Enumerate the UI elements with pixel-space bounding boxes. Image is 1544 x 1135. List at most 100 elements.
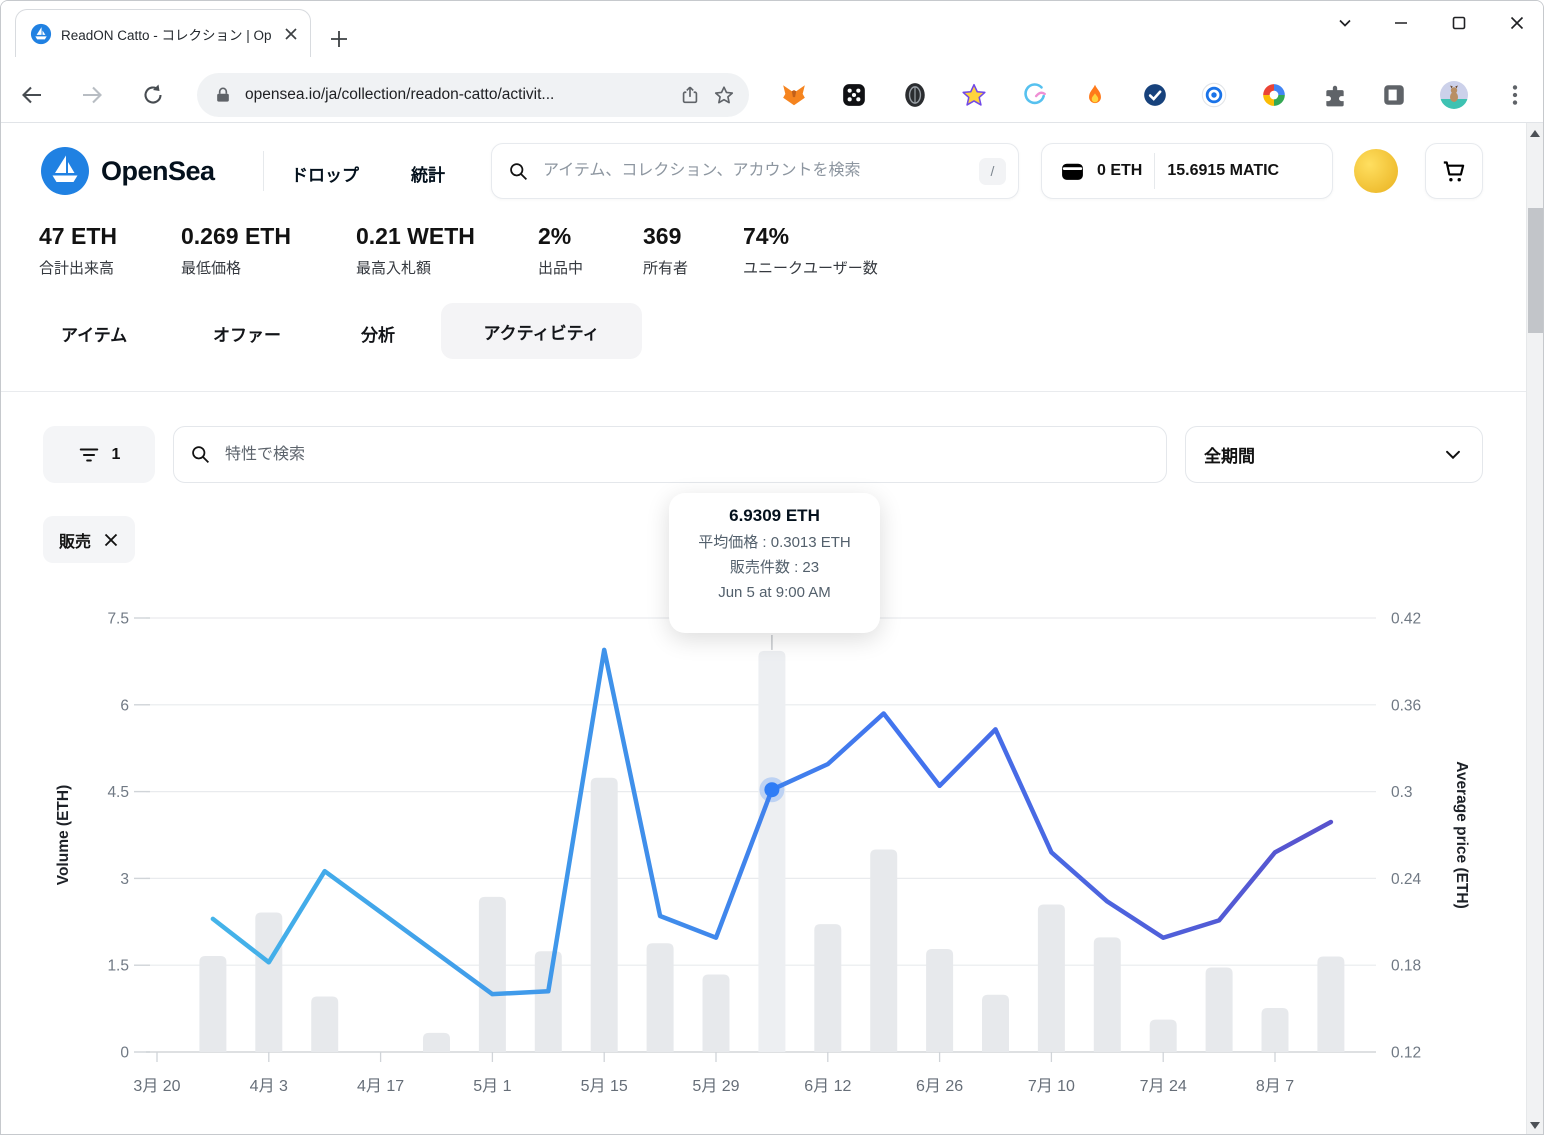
stat-best-offer: 0.21 WETH 最高入札額 <box>356 223 475 277</box>
scrollbar-thumb[interactable] <box>1528 208 1543 333</box>
cart-button[interactable] <box>1425 143 1483 199</box>
extension-check-badge-icon[interactable] <box>1142 82 1168 108</box>
share-icon[interactable] <box>679 84 701 106</box>
account-avatar[interactable] <box>1354 149 1398 193</box>
scrollbar-up-arrow[interactable] <box>1530 130 1540 137</box>
volume-bar[interactable] <box>1317 956 1345 1052</box>
extension-bird-icon[interactable] <box>1022 82 1048 108</box>
nav-stats[interactable]: 統計 <box>411 166 445 185</box>
selected-point-dot[interactable] <box>764 782 780 798</box>
volume-bar[interactable] <box>311 996 339 1052</box>
url-bar[interactable]: opensea.io/ja/collection/readon-catto/ac… <box>197 73 749 117</box>
search-icon <box>510 162 527 180</box>
reload-icon[interactable] <box>140 82 166 108</box>
filter-button[interactable]: 1 <box>43 426 155 483</box>
extension-dark-badge-icon[interactable] <box>902 82 928 108</box>
url-text: opensea.io/ja/collection/readon-catto/ac… <box>245 86 555 103</box>
svg-text:4.5: 4.5 <box>107 784 129 801</box>
tab-search-chevron-icon[interactable] <box>1335 13 1355 33</box>
svg-text:3月 20: 3月 20 <box>133 1078 180 1095</box>
wallet-divider <box>1154 153 1156 189</box>
volume-bar[interactable] <box>423 1032 450 1052</box>
nav-drops[interactable]: ドロップ <box>291 166 359 185</box>
svg-text:5月 1: 5月 1 <box>473 1078 511 1095</box>
svg-text:5月 15: 5月 15 <box>581 1078 628 1095</box>
volume-bar[interactable] <box>199 955 227 1052</box>
right-axis-title: Average price (ETH) <box>1453 761 1470 909</box>
tooltip-sales-count: 販売件数 : 23 <box>729 559 820 576</box>
svg-text:8月 7: 8月 7 <box>1256 1078 1294 1095</box>
volume-bar[interactable] <box>1037 904 1065 1052</box>
volume-bar[interactable] <box>814 924 842 1052</box>
titlebar: ReadON Catto - コレクション | Op <box>1 1 1543 57</box>
volume-bar[interactable] <box>870 849 898 1052</box>
tooltip-date: Jun 5 at 9:00 AM <box>718 584 831 601</box>
opensea-logo[interactable] <box>41 147 89 195</box>
extensions-puzzle-icon[interactable] <box>1322 82 1348 108</box>
browser-profile-avatar[interactable] <box>1439 80 1469 110</box>
volume-bar[interactable] <box>646 943 674 1052</box>
wallet-pill[interactable]: 0 ETH 15.6915 MATIC <box>1041 143 1333 199</box>
volume-bar[interactable] <box>1205 967 1233 1052</box>
wallet-eth-balance: 0 ETH <box>1097 162 1143 179</box>
svg-text:0.42: 0.42 <box>1391 611 1421 628</box>
stat-owners: 369 所有者 <box>643 223 689 277</box>
forward-icon[interactable] <box>79 82 105 108</box>
extension-google-icon[interactable] <box>1261 82 1287 108</box>
volume-bar[interactable] <box>534 951 562 1052</box>
svg-text:0.18: 0.18 <box>1391 958 1421 975</box>
tab-items[interactable]: アイテム <box>61 326 128 345</box>
trait-search[interactable] <box>173 426 1167 483</box>
volume-bar[interactable] <box>1261 1008 1289 1052</box>
volume-bar[interactable] <box>702 974 730 1052</box>
tab-activity[interactable]: アクティビティ <box>441 303 642 359</box>
volume-bar[interactable] <box>590 777 618 1052</box>
extension-flame-icon[interactable] <box>1082 82 1108 108</box>
trait-search-input[interactable] <box>223 444 1150 465</box>
extension-dots-app-icon[interactable] <box>841 82 867 108</box>
svg-text:4月 17: 4月 17 <box>357 1078 404 1095</box>
chip-close-icon[interactable] <box>103 532 119 548</box>
period-value: 全期間 <box>1204 447 1255 466</box>
tooltip-volume: 6.9309 ETH <box>729 506 820 525</box>
side-panel-icon[interactable] <box>1381 82 1407 108</box>
browser-tab[interactable]: ReadON Catto - コレクション | Op <box>15 9 311 57</box>
global-search-input[interactable] <box>541 161 967 181</box>
volume-bar[interactable] <box>255 912 283 1052</box>
volume-bar[interactable] <box>926 948 954 1052</box>
minimize-icon[interactable] <box>1391 13 1411 33</box>
extension-target-icon[interactable] <box>1201 82 1227 108</box>
brand-wordmark[interactable]: OpenSea <box>101 156 215 186</box>
tab-analytics[interactable]: 分析 <box>361 326 395 345</box>
new-tab-icon[interactable] <box>327 27 351 51</box>
svg-text:0: 0 <box>120 1045 129 1062</box>
scrollbar-down-arrow[interactable] <box>1530 1122 1540 1129</box>
scrollbar[interactable] <box>1526 123 1543 1134</box>
extension-metamask-icon[interactable] <box>781 82 807 108</box>
filter-count: 1 <box>111 445 121 463</box>
stat-total-volume: 47 ETH 合計出来高 <box>39 223 117 277</box>
volume-bar[interactable] <box>758 650 786 1052</box>
maximize-icon[interactable] <box>1449 13 1469 33</box>
tab-offers[interactable]: オファー <box>213 326 281 345</box>
volume-bar[interactable] <box>478 896 506 1052</box>
extension-star-icon[interactable] <box>961 82 987 108</box>
svg-text:7月 24: 7月 24 <box>1140 1078 1187 1095</box>
close-window-icon[interactable] <box>1507 13 1527 33</box>
activity-volume-price-chart[interactable]: 0 1.5 3 4.5 6 7.5 0.12 0.18 0.24 0.3 0.36 0.42 3月 20… <box>1 581 1528 1111</box>
sales-filter-chip[interactable]: 販売 <box>43 516 136 563</box>
average-price-line[interactable] <box>210 647 1334 997</box>
period-select[interactable]: 全期間 <box>1185 426 1483 483</box>
global-search[interactable]: / <box>491 143 1019 199</box>
volume-bar[interactable] <box>1149 1019 1177 1052</box>
svg-text:0.3: 0.3 <box>1391 784 1413 801</box>
volume-bar[interactable] <box>982 994 1009 1052</box>
back-icon[interactable] <box>19 82 45 108</box>
browser-menu-kebab-icon[interactable] <box>1502 82 1528 108</box>
stat-floor-price: 0.269 ETH 最低価格 <box>181 223 291 277</box>
stat-unique-owners: 74% ユニークユーザー数 <box>743 223 878 277</box>
volume-bar[interactable] <box>1093 937 1121 1052</box>
tab-close-icon[interactable] <box>282 25 300 43</box>
bookmark-star-icon[interactable] <box>713 84 735 106</box>
